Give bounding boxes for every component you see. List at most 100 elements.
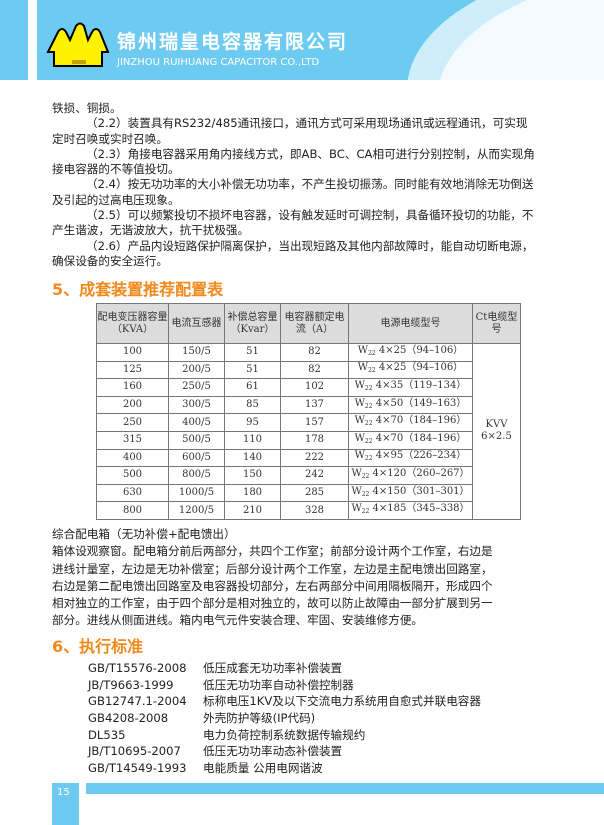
cable-spec: 4×95（226–234）: [375, 450, 467, 462]
text-line: 接电容器的不等值投切。: [52, 162, 180, 177]
intro-text: 铁损、铜损。 （2.2）装置具有RS232/485通讯接口，通讯方式可采用现场通…: [52, 101, 592, 269]
table-cell: 51: [224, 360, 281, 380]
cable-sub: 22: [368, 349, 376, 357]
col-header: 配电变压器容量（KVA）: [96, 303, 169, 344]
cable-prefix: W: [351, 503, 362, 515]
table-cell: 178: [280, 430, 349, 450]
table-cell: 150/5: [168, 343, 225, 362]
table-cell: 400/5: [168, 413, 225, 432]
text-line: 确保设备的安全运行。: [52, 253, 168, 268]
table-row: 630 1000/5 180 285 W22 4×150（301–301）: [96, 483, 521, 503]
text-line: 右边是第二配电馈出回路室及电容器投切部分，左右两部分中间用隔板隔开，形成四个: [52, 578, 493, 593]
text-line: （2.3）角接电容器采用角内接线方式，即AB、BC、CA相可进行分别控制，从而实…: [86, 146, 535, 161]
table-cell: 600/5: [168, 448, 225, 468]
table-cell: 180: [224, 483, 281, 503]
text-line: （2.5）可以频繁投切不损坏电容器，设有触发延时可调控制，具备循环投切的功能，不: [86, 208, 534, 223]
cable-cell: W22 4×35（119–134）: [348, 378, 473, 397]
col-header: 补偿总容量（Kvar）: [224, 303, 281, 344]
cable-cell: W22 4×70（184–196）: [348, 413, 473, 432]
cable-cell: W22 4×25（94–106）: [348, 343, 473, 362]
config-table: 配电变压器容量（KVA） 电流互感器 补偿总容量（Kvar） 电容器额定电流（A…: [96, 303, 521, 520]
text-line: 产生谐波，无谐波放大，抗干扰极强。: [52, 223, 250, 238]
cable-sub: 22: [364, 402, 373, 410]
standard-name: 低压成套无功功率补偿装置: [203, 661, 343, 675]
table-cell: 200: [96, 395, 169, 415]
cable-spec: 4×150（301–301）: [372, 485, 470, 497]
cable-sub: 22: [364, 437, 373, 445]
table-cell: 800/5: [168, 466, 225, 485]
cable-prefix: W: [357, 362, 369, 374]
company-name-cn: 锦州瑞皇电容器有限公司: [117, 31, 349, 53]
standard-code: DL535: [88, 727, 126, 742]
cable-prefix: W: [354, 450, 365, 462]
cable-sub: 22: [364, 455, 373, 463]
text-line: 铁损、铜损。: [52, 101, 122, 115]
standard-item: GB12747.1-2004 标称电压1KV及以下交流电力系统用自愈式并联电容器: [88, 693, 481, 710]
company-name-en: JINZHOU RUIHUANG CAPACITOR CO.,LTD: [117, 57, 320, 68]
col-header: 电源电缆型号: [348, 303, 473, 344]
table-cell: 210: [224, 501, 281, 520]
cable-spec: 4×70（184–196）: [375, 432, 467, 444]
table-row: 315 500/5 110 178 W22 4×70（184–196）: [96, 430, 521, 450]
cable-cell: W22 4×95（226–234）: [348, 448, 473, 468]
table-cell: 157: [280, 413, 349, 432]
cable-spec: 4×35（119–134）: [375, 379, 467, 391]
cable-spec: 4×50（149–163）: [375, 397, 467, 409]
standard-name: 电力负荷控制系统数据传输规约: [203, 727, 366, 742]
table-cell: 285: [280, 483, 349, 503]
cable-spec: 4×185（345–338）: [372, 503, 470, 515]
standard-name: 外壳防护等级(IP代码): [203, 711, 316, 726]
cable-cell: W22 4×120（260–267）: [348, 466, 473, 485]
standard-name: 标称电压1KV及以下交流电力系统用自愈式并联电容器: [203, 694, 481, 709]
standard-item: JB/T9663-1999 低压无功功率自动补偿控制器: [88, 677, 481, 694]
table-cell: 400: [96, 448, 169, 468]
table-cell: 800: [96, 501, 169, 520]
cable-sub: 22: [364, 420, 373, 428]
text-line: （2.6）产品内设短路保护隔离保护，当出现短路及其他内部故障时，能自动切断电源，: [86, 238, 534, 253]
cable-prefix: W: [351, 467, 362, 479]
text-line: 相对独立的工作室，由于四个部分是相对独立的，故可以防止故障由一部分扩展到另一: [52, 596, 493, 611]
cable-prefix: W: [354, 415, 365, 427]
cable-prefix: W: [354, 397, 365, 409]
header-banner: [37, 0, 604, 80]
table-cell: 250: [96, 413, 169, 432]
standard-code: GB/T15576-2008: [88, 661, 187, 675]
col-header: Ct电缆型号: [472, 303, 521, 344]
standard-code: JB/T10695-2007: [88, 744, 181, 759]
standard-code: GB12747.1-2004: [88, 694, 187, 709]
table-cell: 137: [280, 395, 349, 415]
table-cell: 140: [224, 448, 281, 468]
cable-prefix: W: [354, 379, 365, 391]
table-row: 500 800/5 150 242 W22 4×120（260–267）: [96, 466, 521, 485]
header-side-strip: [0, 0, 28, 80]
cable-spec: 4×25（94–106）: [378, 344, 464, 356]
table-cell: 500: [96, 466, 169, 485]
cable-sub: 22: [361, 490, 370, 498]
cable-spec: 4×25（94–106）: [378, 362, 464, 374]
text-line: 进线计量室，左边是无功补偿室；后部分设计两个工作室，左边是主配电馈出回路室，: [52, 561, 493, 576]
table-row: 800 1200/5 210 328 W22 4×185（345–338）: [96, 501, 521, 520]
cable-cell: W22 4×50（149–163）: [348, 395, 473, 415]
cable-sub: 22: [364, 384, 373, 392]
text-line: 箱体设观察窗。配电箱分前后两部分，共四个工作室；前部分设计两个工作室，右边是: [52, 544, 493, 559]
crown-logo-icon: [46, 22, 110, 67]
ct-cable-type: KVV: [485, 419, 508, 431]
standard-code: GB/T14549-1993: [88, 761, 187, 776]
table-cell: 328: [280, 501, 349, 520]
table-row: 160 250/5 61 102 W22 4×35（119–134）: [96, 378, 521, 397]
table-row: 250 400/5 95 157 W22 4×70（184–196）: [96, 413, 521, 432]
page-number: 15: [52, 783, 79, 825]
text-line: 部分。进线从侧面进线。箱内电气元件安装合理、牢固、安装维修方便。: [52, 613, 424, 628]
cable-cell: W22 4×150（301–301）: [348, 483, 473, 503]
text-line: （2.4）按无功功率的大小补偿无功功率，不产生投切振荡。同时能有效地消除无功倒送: [86, 177, 534, 192]
table-row: 125 200/5 51 82 W22 4×25（94–106）: [96, 360, 521, 380]
standard-item: GB/T14549-1993 电能质量 公用电网谐波: [88, 760, 481, 777]
cable-sub: 22: [361, 508, 370, 516]
cable-cell: W22 4×185（345–338）: [348, 501, 473, 520]
cable-spec: 4×70（184–196）: [375, 415, 467, 427]
text-line: （2.2）装置具有RS232/485通讯接口，通讯方式可采用现场通讯或远程通讯，…: [86, 116, 528, 131]
standard-name: 电能质量 公用电网谐波: [203, 761, 323, 776]
cable-prefix: W: [357, 344, 369, 356]
table-row: 100 150/5 51 82 W22 4×25（94–106） KVV 6×2.5: [96, 343, 521, 520]
table-cell: 222: [280, 448, 349, 468]
